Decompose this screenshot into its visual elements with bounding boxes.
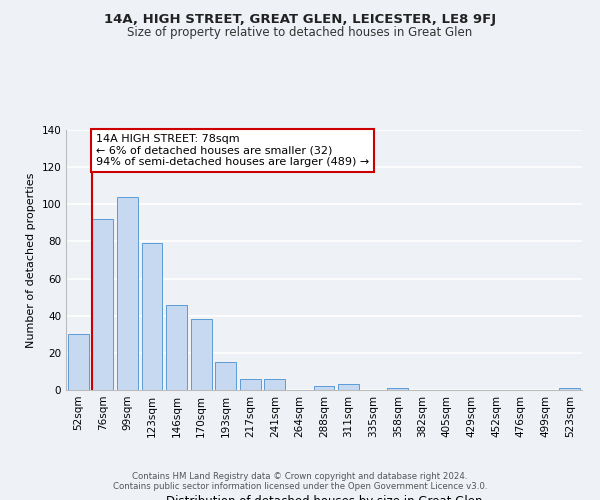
Bar: [387, 388, 408, 390]
Bar: [265, 379, 286, 390]
Text: Contains public sector information licensed under the Open Government Licence v3: Contains public sector information licen…: [113, 482, 487, 491]
Text: 14A HIGH STREET: 78sqm
← 6% of detached houses are smaller (32)
94% of semi-deta: 14A HIGH STREET: 78sqm ← 6% of detached …: [96, 134, 370, 167]
Bar: [191, 320, 212, 390]
Bar: [338, 384, 359, 390]
Bar: [142, 244, 163, 390]
Bar: [92, 219, 113, 390]
X-axis label: Distribution of detached houses by size in Great Glen: Distribution of detached houses by size …: [166, 496, 482, 500]
Bar: [68, 334, 89, 390]
Bar: [117, 197, 138, 390]
Y-axis label: Number of detached properties: Number of detached properties: [26, 172, 36, 348]
Bar: [166, 304, 187, 390]
Bar: [314, 386, 334, 390]
Text: Size of property relative to detached houses in Great Glen: Size of property relative to detached ho…: [127, 26, 473, 39]
Text: 14A, HIGH STREET, GREAT GLEN, LEICESTER, LE8 9FJ: 14A, HIGH STREET, GREAT GLEN, LEICESTER,…: [104, 12, 496, 26]
Bar: [559, 388, 580, 390]
Bar: [215, 362, 236, 390]
Text: Contains HM Land Registry data © Crown copyright and database right 2024.: Contains HM Land Registry data © Crown c…: [132, 472, 468, 481]
Bar: [240, 379, 261, 390]
